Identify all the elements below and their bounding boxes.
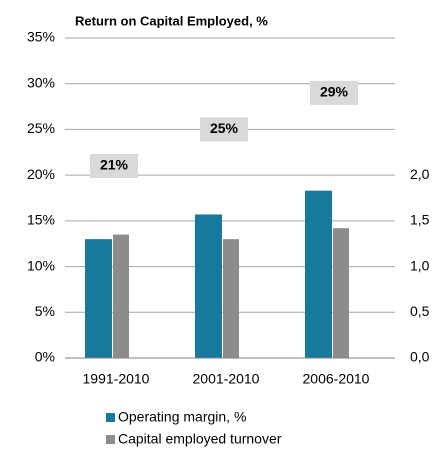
y2-tick-label: 0,5 (410, 303, 430, 319)
y2-tick-label: 0,0 (410, 349, 430, 365)
annotation-box (310, 80, 358, 105)
legend-swatch (106, 435, 115, 444)
legend-swatch (106, 413, 115, 422)
y-tick-label: 15% (27, 212, 55, 228)
annotation-box (90, 154, 138, 178)
y2-tick-label: 1,0 (410, 257, 430, 273)
bar (333, 228, 349, 358)
annotation-label: 21% (100, 157, 129, 173)
bar (85, 239, 112, 358)
bar (223, 239, 239, 358)
x-tick-label: 2001-2010 (193, 371, 260, 387)
x-tick-label: 1991-2010 (83, 371, 150, 387)
bar (113, 234, 129, 358)
y2-tick-label: 1,5 (410, 212, 430, 228)
x-tick-label: 2006-2010 (303, 371, 370, 387)
annotation-box (200, 117, 248, 142)
y-tick-label: 30% (27, 74, 55, 90)
legend-label: Operating margin, % (118, 409, 246, 425)
bar (195, 214, 222, 358)
y-tick-label: 25% (27, 120, 55, 136)
y-tick-label: 35% (27, 29, 55, 45)
bar (305, 190, 332, 358)
y-tick-label: 20% (27, 166, 55, 182)
y-tick-label: 0% (35, 349, 55, 365)
legend-label: Capital employed turnover (118, 431, 282, 447)
y2-tick-label: 2,0 (410, 166, 430, 182)
y-tick-label: 10% (27, 257, 55, 273)
chart-title: Return on Capital Employed, % (75, 13, 268, 28)
annotation-label: 29% (320, 84, 349, 100)
annotation-label: 25% (210, 120, 239, 136)
y-tick-label: 5% (35, 303, 55, 319)
